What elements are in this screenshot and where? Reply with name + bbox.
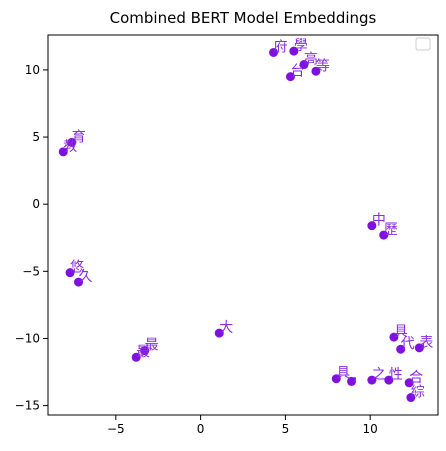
scatter-point [289, 46, 299, 56]
data-points [58, 46, 424, 403]
point-label: 最 [136, 344, 150, 360]
point-label: 台 [290, 64, 304, 80]
scatter-point [58, 147, 68, 157]
scatter-point [414, 343, 424, 353]
point-label: 合 [409, 370, 423, 386]
point-label: 久 [79, 269, 93, 285]
point-label: 高 [304, 51, 318, 68]
point-label: 教 [63, 139, 77, 155]
point-label: 具 [336, 366, 350, 382]
x-tick-label: 5 [282, 422, 290, 436]
scatter-point [396, 344, 406, 354]
scatter-point [389, 332, 399, 342]
scatter-point [214, 328, 224, 338]
point-label: 悠 [70, 260, 84, 276]
point-label: 具 [394, 324, 408, 340]
y-tick-label: −10 [15, 331, 40, 345]
scatter-point [331, 374, 341, 384]
y-tick-label: −5 [22, 264, 40, 278]
point-label: 性 [389, 367, 403, 383]
y-tick-label: 0 [32, 197, 40, 211]
point-label: 歷 [384, 222, 398, 238]
point-label: 代 [401, 336, 415, 352]
y-tick-label: 5 [32, 130, 40, 144]
point-label: 中 [372, 213, 386, 229]
scatter-point [299, 60, 309, 70]
point-label: 之 [372, 367, 386, 383]
point-label: 育 [72, 129, 86, 145]
y-axis: −15 −10 −5 0 5 10 [15, 63, 48, 413]
point-label: ， [352, 368, 366, 384]
point-label: 等 [316, 57, 330, 74]
point-label: 最 [145, 338, 159, 354]
point-label: 學 [294, 38, 308, 54]
y-tick-label: −15 [15, 399, 40, 413]
scatter-point [404, 378, 414, 388]
point-label: 大 [219, 320, 233, 336]
scatter-point [285, 72, 295, 82]
chart-title: Combined BERT Model Embeddings [110, 9, 377, 27]
x-tick-label: 0 [197, 422, 205, 436]
x-tick-label: −5 [107, 422, 125, 436]
scatter-point [384, 375, 394, 385]
x-axis: −5 0 5 10 [107, 415, 378, 436]
scatter-point [367, 375, 377, 385]
point-label: 府 [274, 39, 288, 55]
scatter-point [131, 352, 141, 362]
scatter-point [140, 346, 150, 356]
x-tick-label: 10 [363, 422, 378, 436]
plot-area [47, 34, 439, 416]
scatter-point [347, 376, 357, 386]
scatter-point [367, 221, 377, 231]
point-labels: 府學高等台育教中歷悠久大最最具代 表具，之性合綜 [63, 38, 433, 400]
scatter-point [269, 47, 279, 57]
point-label: 綜 [411, 385, 425, 401]
scatter-point [379, 230, 389, 240]
scatter-point [67, 137, 77, 147]
legend [415, 37, 431, 51]
point-label: 表 [419, 335, 433, 351]
scatter-point [406, 393, 416, 403]
scatter-point [311, 66, 321, 76]
y-tick-label: 10 [25, 63, 40, 77]
scatter-point [65, 268, 75, 278]
scatter-point [74, 277, 84, 287]
